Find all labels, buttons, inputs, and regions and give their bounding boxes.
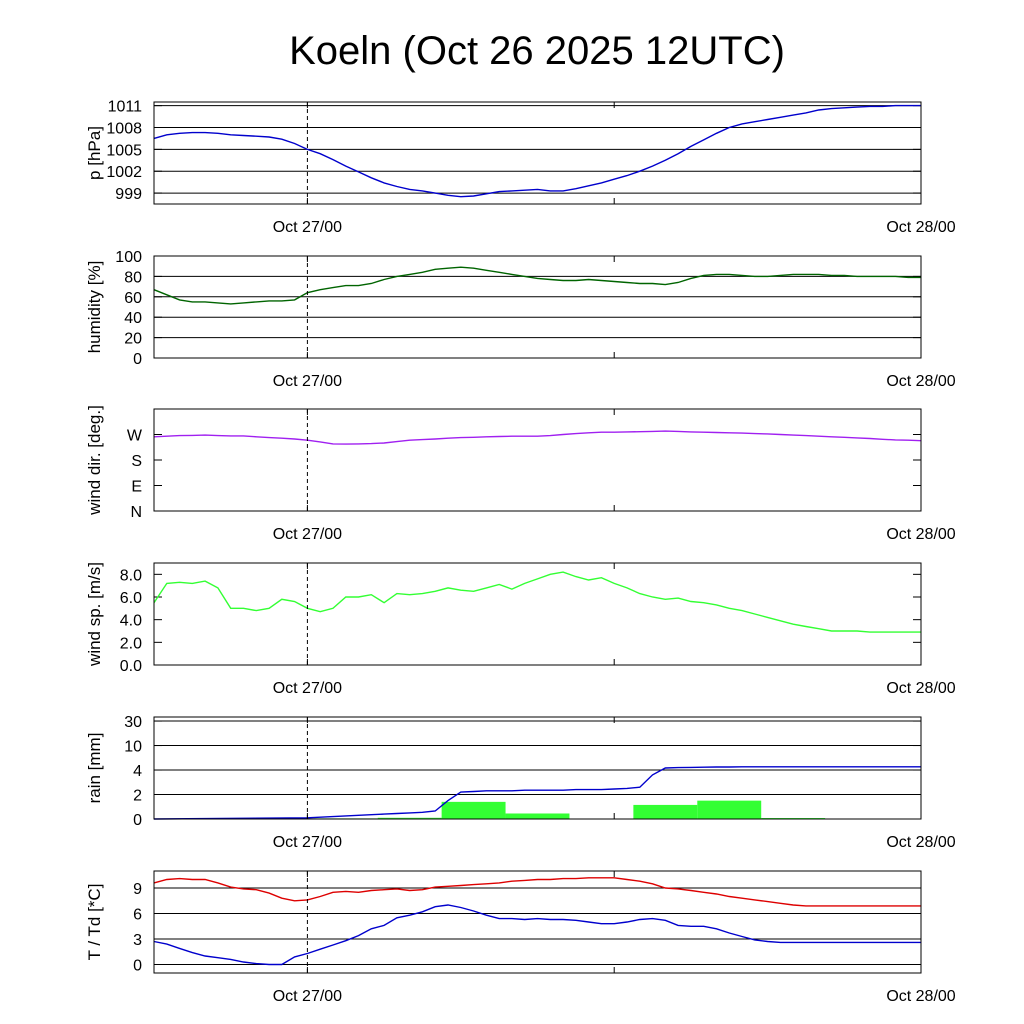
y-tick-label: 999 [115,186,142,203]
panel-humidity: 0 20 40 60 80 100 humidity [%] Oct 27/00 Oct 28/… [85,249,956,390]
rain-bar [505,813,570,819]
y-tick-label: N [130,504,142,521]
panel-frame [153,101,922,205]
panel-frame [153,408,922,512]
y-tick-label: 80 [124,269,142,286]
y-axis-label: wind dir. [deg.] [85,405,104,516]
rain-bar [633,804,698,819]
y-tick-label: 0.0 [120,658,142,675]
y-axis-label: humidity [%] [85,261,104,354]
y-tick-label: 10 [124,739,142,756]
rain-bar [441,801,506,819]
x-tick-label: Oct 28/00 [886,373,955,390]
y-tick-label: S [131,453,142,470]
y-tick-label: 1011 [108,99,143,116]
y-tick-label: 20 [124,331,142,348]
y-tick-label: 3 [133,932,142,949]
x-tick-label: Oct 27/00 [273,834,342,851]
series-line-wind_speed [153,571,921,633]
panel-temperature_dewpoint: 0 3 6 9 T / Td [*C] Oct 27/00 Oct 28/00 [85,870,956,1005]
x-tick-label: Oct 28/00 [886,680,955,697]
y-tick-label: 2.0 [120,635,142,652]
panel-frame [153,255,922,359]
y-tick-label: 0 [133,812,142,829]
series-line-humidity [153,266,921,305]
y-tick-label: 1002 [106,164,142,181]
y-tick-label: W [127,428,143,445]
y-tick-label: 4.0 [120,613,142,630]
y-tick-label: 30 [124,714,142,731]
y-tick-label: 6.0 [120,590,142,607]
y-axis-label: p [hPa] [85,126,104,180]
y-tick-label: 0 [133,351,142,368]
y-axis-label: T / Td [*C] [85,884,104,961]
x-tick-label: Oct 28/00 [886,834,955,851]
chart-title: Koeln (Oct 26 2025 12UTC) [289,29,785,73]
rain-bar [377,817,442,819]
panel-wind_speed: 0.0 2.0 4.0 6.0 8.0 wind sp. [m/s] Oct 27/00 Oc… [85,562,956,697]
y-tick-label: 1008 [106,121,142,138]
panel-frame [153,870,922,974]
x-tick-label: Oct 28/00 [886,219,955,236]
y-tick-label: 60 [124,290,142,307]
y-tick-label: 40 [124,310,142,327]
panel-frame [153,716,922,820]
y-tick-label: E [131,479,142,496]
x-tick-label: Oct 27/00 [273,988,342,1005]
series-line-accumulated [153,766,921,820]
x-tick-label: Oct 28/00 [886,526,955,543]
series-line-wind_dir [153,430,922,445]
y-tick-label: 2 [133,788,142,805]
series-line-T [153,877,921,907]
y-tick-label: 9 [133,881,142,898]
y-axis-label: rain [mm] [85,733,104,804]
panel-frame [153,562,922,666]
y-tick-label: 100 [115,249,142,266]
y-tick-label: 8.0 [120,567,142,584]
rain-bar [697,800,762,819]
x-tick-label: Oct 27/00 [273,526,342,543]
x-tick-label: Oct 27/00 [273,680,342,697]
y-tick-label: 1005 [106,142,142,159]
series-line-p [153,104,921,198]
panel-rain: 0 2 4 10 30 rain [mm] Oct 27/00 Oct 28/00 [85,714,956,851]
y-tick-label: 6 [133,907,142,924]
x-tick-label: Oct 28/00 [886,988,955,1005]
series-line-Td [153,904,921,966]
y-tick-label: 0 [133,958,142,975]
x-tick-label: Oct 27/00 [273,219,342,236]
y-axis-label: wind sp. [m/s] [85,562,104,667]
x-tick-label: Oct 27/00 [273,373,342,390]
y-tick-label: 4 [133,763,142,780]
